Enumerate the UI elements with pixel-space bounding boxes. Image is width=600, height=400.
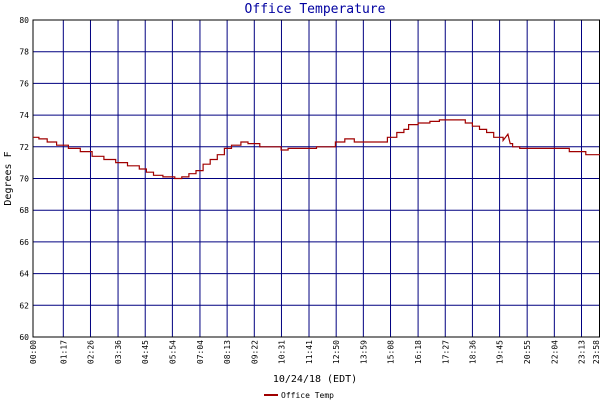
y-tick-label: 62 xyxy=(19,301,29,310)
x-tick-label: 12:50 xyxy=(332,340,341,364)
x-tick-label: 03:36 xyxy=(114,340,123,364)
x-tick-label: 23:13 xyxy=(578,340,587,364)
x-tick-label: 07:04 xyxy=(196,340,205,364)
legend: Office Temp xyxy=(264,391,334,400)
y-tick-label: 60 xyxy=(19,333,29,342)
x-tick-label: 09:22 xyxy=(250,340,259,364)
y-tick-label: 80 xyxy=(19,16,29,25)
x-tick-label: 05:54 xyxy=(168,340,177,364)
x-tick-label: 22:04 xyxy=(550,340,559,364)
x-tick-label: 08:13 xyxy=(223,340,232,364)
x-axis-label: 10/24/18 (EDT) xyxy=(273,374,357,385)
y-tick-label: 68 xyxy=(19,206,29,215)
y-tick-label: 70 xyxy=(19,175,29,184)
x-tick-label: 01:17 xyxy=(59,340,68,364)
x-tick-label: 10:31 xyxy=(277,340,286,364)
y-tick-label: 76 xyxy=(19,79,29,88)
x-tick-label: 13:59 xyxy=(359,340,368,364)
x-tick-labels: 00:00 01:17 02:26 03:36 04:45 05:54 07:04 08:13… xyxy=(29,340,600,364)
x-tick-label: 18:36 xyxy=(468,340,477,364)
x-tick-label: 15:08 xyxy=(387,340,396,364)
legend-label: Office Temp xyxy=(281,391,334,400)
y-tick-labels: 60 62 64 66 68 70 72 74 76 78 80 xyxy=(19,16,29,342)
x-tick-label: 16:18 xyxy=(414,340,423,364)
x-tick-label: 19:45 xyxy=(496,340,505,364)
y-tick-label: 74 xyxy=(19,111,29,120)
y-tick-label: 64 xyxy=(19,270,29,279)
x-tick-label: 23:58 xyxy=(592,340,600,364)
series-line-office-temp xyxy=(33,119,600,180)
y-tick-label: 66 xyxy=(19,238,29,247)
y-tick-label: 78 xyxy=(19,48,29,57)
x-tick-label: 20:55 xyxy=(523,340,532,364)
x-tick-label: 02:26 xyxy=(86,340,95,364)
y-tick-label: 72 xyxy=(19,143,29,152)
x-tick-label: 00:00 xyxy=(29,340,38,364)
y-axis-label: Degrees F xyxy=(3,151,14,205)
x-tick-label: 17:27 xyxy=(441,340,450,364)
chart-title: Office Temperature xyxy=(245,2,386,17)
x-tick-label: 04:45 xyxy=(141,340,150,364)
x-tick-label: 11:41 xyxy=(305,340,314,364)
